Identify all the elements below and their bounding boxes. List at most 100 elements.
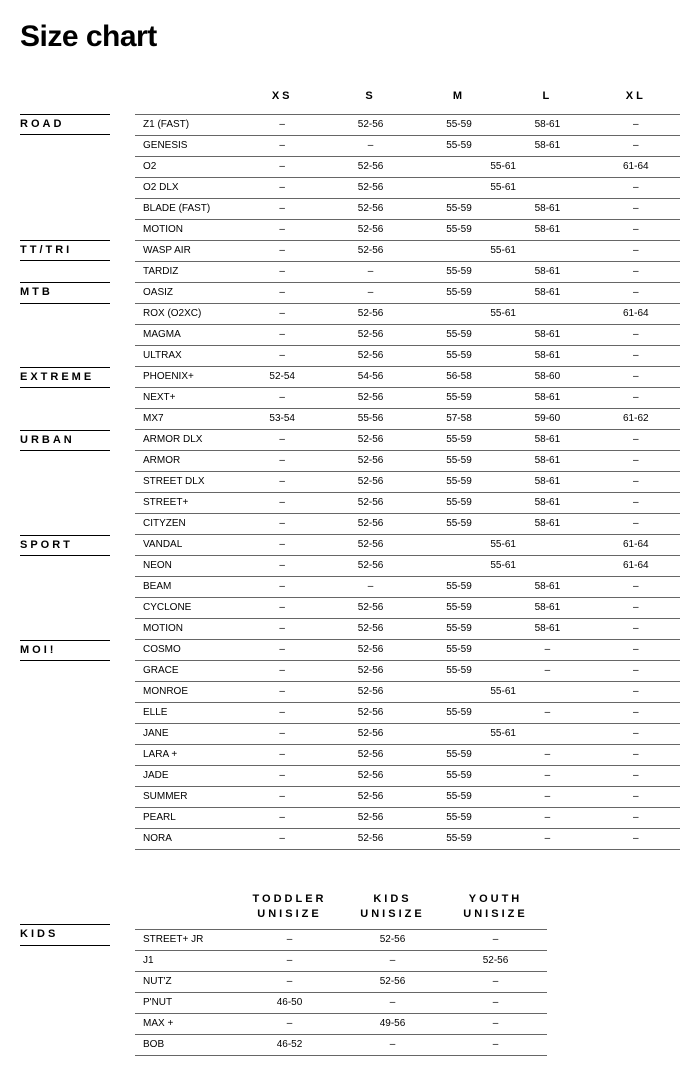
table-row: O2–52-5655-6161-64 xyxy=(135,157,680,178)
size-cell: 58-61 xyxy=(503,220,591,241)
table-row: ROX (O2XC)–52-5655-6161-64 xyxy=(135,304,680,325)
size-cell: – xyxy=(238,640,326,661)
size-cell: – xyxy=(238,178,326,199)
size-cell: 58-61 xyxy=(503,493,591,514)
size-cell: – xyxy=(326,283,414,304)
size-cell: – xyxy=(341,950,444,971)
size-cell: – xyxy=(592,136,680,157)
size-cell: 52-56 xyxy=(326,745,414,766)
main-size-chart: ROADTT/TRIMTBEXTREMEURBANSPORTMOI! XSSML… xyxy=(20,84,680,850)
size-cell: 55-59 xyxy=(415,514,503,535)
table-row: ARMOR–52-5655-5958-61– xyxy=(135,451,680,472)
model-cell: NORA xyxy=(135,829,238,850)
size-cell: – xyxy=(592,808,680,829)
size-cell: – xyxy=(592,262,680,283)
size-cell: 61-64 xyxy=(592,304,680,325)
table-row: CYCLONE–52-5655-5958-61– xyxy=(135,598,680,619)
size-cell: – xyxy=(592,703,680,724)
size-cell: – xyxy=(326,577,414,598)
size-cell: – xyxy=(444,971,547,992)
size-cell: 55-59 xyxy=(415,115,503,136)
size-cell: 55-59 xyxy=(415,220,503,241)
size-cell: 59-60 xyxy=(503,409,591,430)
table-row: OASIZ––55-5958-61– xyxy=(135,283,680,304)
size-cell: 55-61 xyxy=(415,556,592,577)
size-cell: – xyxy=(238,325,326,346)
size-cell: 53-54 xyxy=(238,409,326,430)
size-cell: 58-61 xyxy=(503,577,591,598)
table-row: STREET+ JR–52-56– xyxy=(135,929,547,950)
size-cell: 49-56 xyxy=(341,1013,444,1034)
size-cell: – xyxy=(592,115,680,136)
size-cell: 52-56 xyxy=(326,115,414,136)
model-cell: MOTION xyxy=(135,619,238,640)
size-cell: 55-59 xyxy=(415,262,503,283)
size-cell: 52-56 xyxy=(326,640,414,661)
size-cell: 52-56 xyxy=(326,493,414,514)
category-label: TT/TRI xyxy=(20,240,110,261)
model-cell: ARMOR xyxy=(135,451,238,472)
table-row: J1––52-56 xyxy=(135,950,547,971)
size-cell: – xyxy=(238,724,326,745)
size-cell: – xyxy=(238,598,326,619)
page-title: Size chart xyxy=(20,20,680,54)
category-label: ROAD xyxy=(20,114,110,135)
table-row: O2 DLX–52-5655-61– xyxy=(135,178,680,199)
size-cell: – xyxy=(503,766,591,787)
size-cell: 52-56 xyxy=(341,929,444,950)
size-cell: 52-56 xyxy=(326,703,414,724)
size-cell: 52-56 xyxy=(326,304,414,325)
size-cell: – xyxy=(238,766,326,787)
model-cell: BLADE (FAST) xyxy=(135,199,238,220)
size-cell: – xyxy=(503,640,591,661)
size-cell: 52-56 xyxy=(326,241,414,262)
size-cell: – xyxy=(592,451,680,472)
size-cell: 55-59 xyxy=(415,430,503,451)
size-cell: – xyxy=(238,157,326,178)
size-cell: – xyxy=(238,136,326,157)
model-cell: BEAM xyxy=(135,577,238,598)
column-header: KIDSUNISIZE xyxy=(341,886,444,929)
size-cell: – xyxy=(238,682,326,703)
column-header: TODDLERUNISIZE xyxy=(238,886,341,929)
size-cell: 55-61 xyxy=(415,682,592,703)
size-cell: 52-56 xyxy=(326,178,414,199)
size-cell: – xyxy=(238,1013,341,1034)
table-row: P'NUT46-50–– xyxy=(135,992,547,1013)
size-cell: 55-59 xyxy=(415,787,503,808)
table-row: NUT'Z–52-56– xyxy=(135,971,547,992)
size-cell: – xyxy=(238,829,326,850)
model-cell: GRACE xyxy=(135,661,238,682)
size-cell: 52-56 xyxy=(326,472,414,493)
size-cell: – xyxy=(503,829,591,850)
size-cell: 56-58 xyxy=(415,367,503,388)
size-cell: 52-56 xyxy=(326,199,414,220)
column-header: M xyxy=(415,84,503,115)
size-cell: 61-64 xyxy=(592,535,680,556)
table-row: CITYZEN–52-5655-5958-61– xyxy=(135,514,680,535)
size-cell: 58-61 xyxy=(503,598,591,619)
model-cell: O2 xyxy=(135,157,238,178)
size-cell: 52-56 xyxy=(326,619,414,640)
column-header-model xyxy=(135,84,238,115)
size-cell: 55-59 xyxy=(415,283,503,304)
size-cell: – xyxy=(444,992,547,1013)
model-cell: ARMOR DLX xyxy=(135,430,238,451)
size-cell: – xyxy=(238,535,326,556)
size-cell: – xyxy=(592,682,680,703)
model-cell: PHOENIX+ xyxy=(135,367,238,388)
size-cell: 46-50 xyxy=(238,992,341,1013)
size-cell: – xyxy=(592,745,680,766)
size-cell: 46-52 xyxy=(238,1034,341,1055)
size-cell: – xyxy=(592,367,680,388)
table-row: MONROE–52-5655-61– xyxy=(135,682,680,703)
model-cell: Z1 (FAST) xyxy=(135,115,238,136)
table-row: STREET DLX–52-5655-5958-61– xyxy=(135,472,680,493)
model-cell: NUT'Z xyxy=(135,971,238,992)
table-row: LARA +–52-5655-59–– xyxy=(135,745,680,766)
size-cell: 55-59 xyxy=(415,472,503,493)
size-cell: 55-59 xyxy=(415,808,503,829)
size-cell: – xyxy=(503,661,591,682)
size-cell: 58-60 xyxy=(503,367,591,388)
table-row: COSMO–52-5655-59–– xyxy=(135,640,680,661)
